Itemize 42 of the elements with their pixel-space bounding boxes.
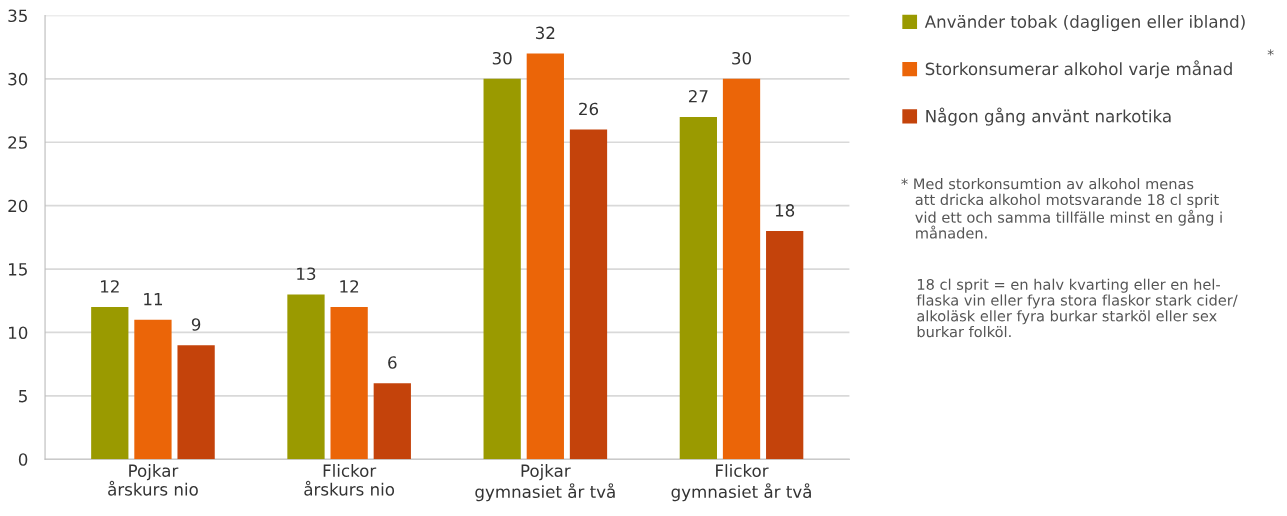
legend-label: Använder tobak (dagligen eller ibland): [924, 15, 1245, 32]
text: 18 cl sprit = en halv kvarting eller en hel- flaska vin eller fyra stora flaskor stark cider/ alkoläsk eller fyra burkar starköl eller sex burkar folköl.: [916, 278, 1238, 338]
data-label: 18: [775, 204, 795, 217]
x-tick-label: Flickor årskurs nio: [304, 464, 395, 496]
bar: [134, 319, 172, 460]
data-label: 12: [101, 280, 119, 293]
data-label: 27: [688, 89, 708, 103]
y-tick-label: 0: [18, 453, 28, 466]
bar: [526, 53, 564, 460]
text: * Med storkonsumtion av alkohol menas att dricka alkohol motsvarande 18 cl sprit vid ett och samma tillfälle minst en gång i månaden.: [901, 178, 1222, 239]
bar: [373, 383, 411, 460]
data-label: 32: [535, 26, 555, 40]
bar: [679, 116, 717, 460]
data-label: 26: [579, 102, 599, 116]
x-tick-label: Pojkar gymnasiet år två: [475, 464, 615, 502]
bar: [287, 294, 325, 460]
bar: [483, 78, 521, 460]
bar: [91, 307, 129, 460]
y-tick-label: 25: [8, 136, 27, 149]
legend-label: Storkonsumerar alkohol varje månad: [925, 60, 1232, 79]
x-tick-label: Flickor gymnasiet år två: [671, 464, 811, 502]
data-label: 30: [732, 51, 752, 65]
data-label: 13: [297, 267, 316, 281]
data-label: 30: [492, 51, 512, 65]
y-tick-label: 35: [8, 9, 27, 23]
text: *: [1267, 49, 1274, 56]
legend-label: Någon gång använt narkotika: [926, 107, 1171, 126]
bar: [722, 78, 761, 460]
data-label: 12: [340, 280, 359, 293]
y-tick-label: 15: [9, 263, 27, 276]
y-tick-label: 10: [9, 326, 28, 340]
bar: [330, 307, 368, 460]
bar: [177, 345, 215, 460]
y-tick-label: 5: [19, 390, 27, 403]
y-tick-label: 30: [8, 72, 28, 86]
x-tick-label: Pojkar årskurs nio: [108, 464, 198, 496]
data-label: 11: [144, 293, 163, 306]
bar: [766, 231, 804, 460]
bar: [569, 129, 608, 460]
data-label: 9: [191, 318, 201, 331]
y-tick-label: 20: [8, 199, 28, 213]
data-label: 6: [388, 356, 397, 369]
